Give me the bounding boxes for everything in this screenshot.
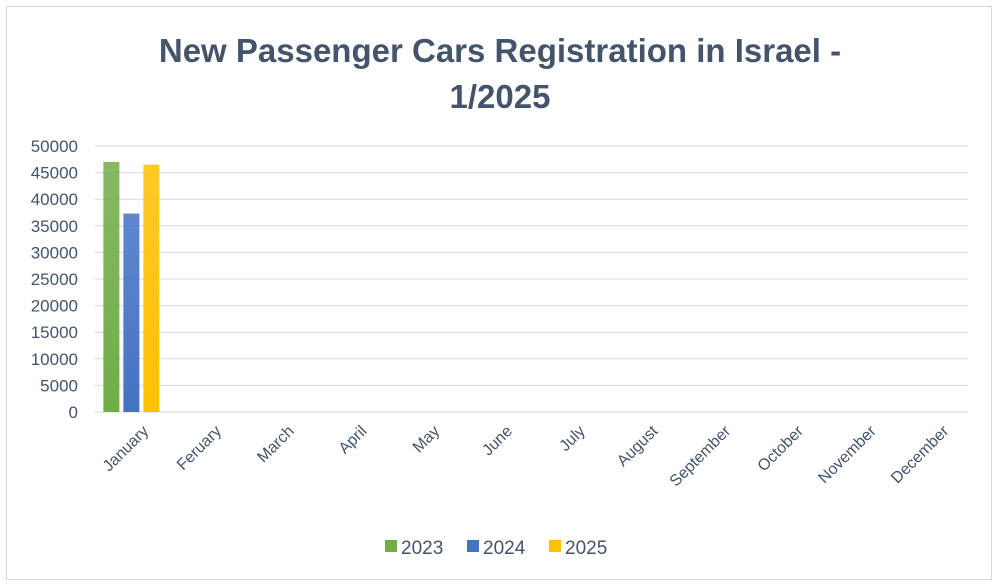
x-tick-label: May bbox=[410, 423, 443, 456]
y-tick-label: 35000 bbox=[31, 217, 78, 236]
x-tick-label: December bbox=[888, 422, 953, 487]
x-axis-ticks: January Feruary March April May June July Augus… bbox=[100, 422, 953, 490]
x-tick-label: October bbox=[755, 422, 808, 475]
y-tick-label: 40000 bbox=[31, 190, 78, 209]
x-tick-label: September bbox=[667, 422, 735, 490]
legend-label-2024: 2024 bbox=[483, 538, 526, 559]
gridlines bbox=[95, 145, 968, 413]
y-tick-label: 5000 bbox=[40, 376, 78, 395]
legend: 2023 2024 2025 bbox=[385, 538, 607, 559]
legend-swatch-2023 bbox=[385, 540, 397, 552]
x-tick-label: March bbox=[254, 423, 297, 466]
legend-swatch-2024 bbox=[467, 540, 479, 552]
legend-label-2023: 2023 bbox=[401, 538, 443, 559]
y-tick-label: 50000 bbox=[31, 137, 78, 156]
x-tick-label: April bbox=[336, 423, 371, 458]
chart-frame bbox=[6, 6, 992, 580]
y-tick-label: 15000 bbox=[31, 323, 78, 342]
x-tick-label: January bbox=[100, 423, 152, 475]
y-tick-label: 20000 bbox=[31, 297, 78, 316]
x-tick-label: Feruary bbox=[174, 423, 225, 474]
bars bbox=[103, 161, 160, 412]
x-tick-label: July bbox=[557, 423, 589, 455]
x-tick-label: November bbox=[815, 422, 880, 487]
y-tick-label: 10000 bbox=[31, 350, 78, 369]
legend-label-2025: 2025 bbox=[565, 538, 607, 559]
bar-2025-january bbox=[143, 164, 160, 412]
bar-2023-january bbox=[103, 161, 120, 412]
y-tick-label: 30000 bbox=[31, 243, 78, 262]
y-axis-ticks: 0 5000 10000 15000 20000 25000 30000 35000 40000… bbox=[31, 137, 78, 422]
y-tick-label: 45000 bbox=[31, 164, 78, 183]
chart-title: New Passenger Cars Registration in Israe… bbox=[158, 32, 842, 115]
bar-2024-january bbox=[123, 213, 140, 412]
x-tick-label: June bbox=[479, 423, 516, 460]
x-tick-label: August bbox=[614, 422, 662, 470]
y-tick-label: 25000 bbox=[31, 270, 78, 289]
legend-swatch-2025 bbox=[549, 540, 561, 552]
y-tick-label: 0 bbox=[69, 403, 78, 422]
